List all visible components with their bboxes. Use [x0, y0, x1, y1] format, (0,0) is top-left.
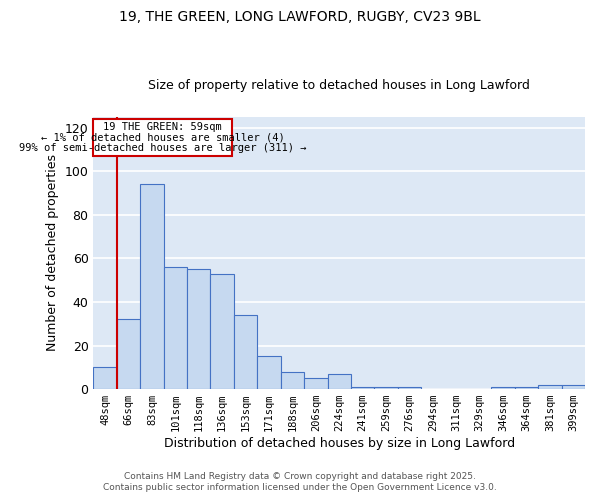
Bar — [491, 387, 515, 389]
FancyBboxPatch shape — [94, 119, 232, 156]
Bar — [351, 387, 374, 389]
Bar — [562, 384, 585, 389]
Y-axis label: Number of detached properties: Number of detached properties — [46, 154, 59, 352]
Text: Contains HM Land Registry data © Crown copyright and database right 2025.
Contai: Contains HM Land Registry data © Crown c… — [103, 472, 497, 492]
Bar — [234, 315, 257, 389]
Text: ← 1% of detached houses are smaller (4): ← 1% of detached houses are smaller (4) — [41, 133, 284, 143]
Title: Size of property relative to detached houses in Long Lawford: Size of property relative to detached ho… — [148, 79, 530, 92]
Bar — [187, 270, 211, 389]
Bar — [538, 384, 562, 389]
Text: 19 THE GREEN: 59sqm: 19 THE GREEN: 59sqm — [103, 122, 222, 132]
Bar — [94, 368, 117, 389]
Bar — [140, 184, 164, 389]
Bar — [398, 387, 421, 389]
Text: 19, THE GREEN, LONG LAWFORD, RUGBY, CV23 9BL: 19, THE GREEN, LONG LAWFORD, RUGBY, CV23… — [119, 10, 481, 24]
Text: 99% of semi-detached houses are larger (311) →: 99% of semi-detached houses are larger (… — [19, 144, 306, 154]
X-axis label: Distribution of detached houses by size in Long Lawford: Distribution of detached houses by size … — [164, 437, 515, 450]
Bar — [257, 356, 281, 389]
Bar — [281, 372, 304, 389]
Bar — [304, 378, 328, 389]
Bar — [117, 320, 140, 389]
Bar — [211, 274, 234, 389]
Bar — [374, 387, 398, 389]
Bar — [515, 387, 538, 389]
Bar — [328, 374, 351, 389]
Bar — [164, 267, 187, 389]
